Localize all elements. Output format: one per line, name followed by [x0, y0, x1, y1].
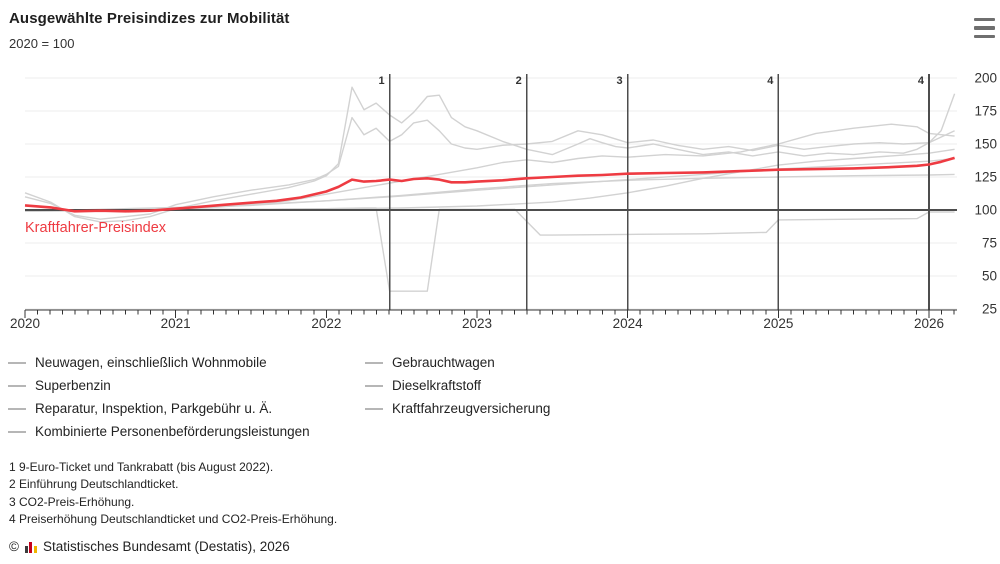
footnote: 1 9-Euro-Ticket und Tankrabatt (bis Augu…: [9, 460, 274, 474]
legend-item[interactable]: Superbenzin: [8, 378, 365, 393]
y-axis-label: 200: [974, 71, 997, 86]
series-line[interactable]: [24, 123, 955, 212]
event-marker-label: 3: [617, 75, 623, 87]
x-axis-label: 2022: [311, 316, 341, 331]
index-base-note: 2020 = 100: [9, 36, 75, 51]
footnote: 4 Preiserhöhung Deutschlandticket und CO…: [9, 512, 338, 527]
legend-swatch-icon: [365, 384, 383, 387]
source-label: Statistisches Bundesamt (Destatis), 2026: [42, 539, 290, 554]
highlight-series-label: Kraftfahrer-Preisindex: [25, 220, 167, 236]
chart-legend: Neuwagen, einschließlich Wohnmobile Super…: [8, 351, 550, 443]
legend-label: Neuwagen, einschließlich Wohnmobile: [35, 355, 267, 370]
copyright-symbol: ©: [9, 539, 19, 554]
legend-swatch-icon: [365, 407, 383, 410]
source-line: © Statistisches Bundesamt (Destatis), 20…: [9, 539, 290, 554]
x-axis-label: 2021: [161, 316, 191, 331]
highlight-series-line[interactable]: [24, 156, 955, 213]
y-axis-label: 75: [982, 236, 997, 251]
chart-svg: 1 2 3 4 4 Kraftfahrer-Preisindex 2020 2021 2022 2…: [10, 71, 997, 332]
x-axis-label: 2025: [763, 316, 793, 331]
series-line[interactable]: [24, 86, 956, 223]
legend-item[interactable]: Gebrauchtwagen: [365, 355, 550, 370]
legend-item[interactable]: Kombinierte Personenbeförderungsleistung…: [8, 424, 365, 439]
legend-item[interactable]: Kraftfahrzeugversicherung: [365, 401, 550, 416]
x-axis-label: 2023: [462, 316, 492, 331]
event-marker-label: 4: [767, 75, 774, 87]
legend-item[interactable]: Reparatur, Inspektion, Parkgebühr u. Ä.: [8, 401, 365, 416]
chart-area: 1 2 3 4 4 Kraftfahrer-Preisindex 2020 2021 2022 2…: [0, 60, 1000, 352]
chart-header: Ausgewählte Preisindizes zur Mobilität 2…: [9, 10, 290, 51]
y-axis-label: 25: [982, 302, 997, 317]
legend-swatch-icon: [8, 384, 26, 387]
event-marker-label: 4: [918, 75, 925, 87]
series-line[interactable]: [24, 157, 955, 212]
y-axis-label: 150: [974, 137, 997, 152]
page-title: Ausgewählte Preisindizes zur Mobilität: [9, 10, 290, 27]
y-axis-label: 175: [974, 104, 997, 119]
legend-label: Reparatur, Inspektion, Parkgebühr u. Ä.: [35, 401, 273, 416]
legend-label: Kraftfahrzeugversicherung: [392, 401, 551, 416]
legend-label: Dieselkraftstoff: [392, 378, 482, 393]
legend-item[interactable]: Dieselkraftstoff: [365, 378, 550, 393]
legend-swatch-icon: [8, 430, 26, 433]
y-axis-label: 125: [974, 170, 997, 185]
y-axis-label: 50: [982, 269, 997, 284]
x-axis-label: 2020: [10, 316, 40, 331]
x-axis-label: 2026: [914, 316, 944, 331]
legend-swatch-icon: [8, 361, 26, 364]
footnotes: 1 9-Euro-Ticket und Tankrabatt (bis Augu…: [9, 459, 337, 529]
y-axis-label: 100: [974, 203, 997, 218]
event-marker-label: 1: [378, 75, 384, 87]
destatis-logo-icon: [24, 541, 37, 553]
hamburger-menu-icon[interactable]: [974, 17, 995, 39]
legend-label: Superbenzin: [35, 378, 111, 393]
event-marker-label: 2: [516, 75, 522, 87]
footnote: 2 Einführung Deutschlandticket.: [9, 477, 179, 492]
legend-label: Kombinierte Personenbeförderungsleistung…: [35, 424, 310, 439]
legend-label: Gebrauchtwagen: [392, 355, 495, 370]
legend-swatch-icon: [8, 407, 26, 410]
footnote: 3 CO2-Preis-Erhöhung.: [9, 494, 135, 509]
legend-item[interactable]: Neuwagen, einschließlich Wohnmobile: [8, 355, 365, 370]
legend-swatch-icon: [365, 361, 383, 364]
x-axis-label: 2024: [613, 316, 644, 331]
